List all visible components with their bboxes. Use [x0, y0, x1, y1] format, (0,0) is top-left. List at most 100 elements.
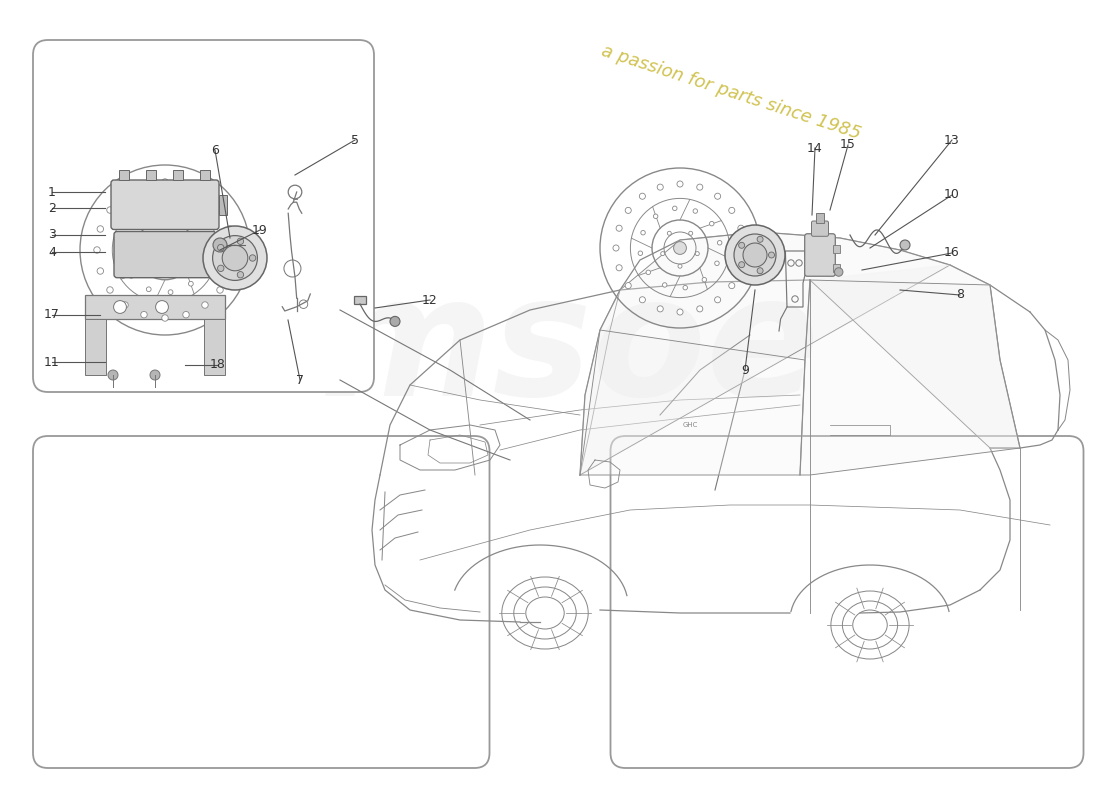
Circle shape — [144, 254, 148, 258]
Circle shape — [695, 252, 700, 256]
Circle shape — [168, 290, 173, 294]
Circle shape — [741, 245, 747, 251]
Circle shape — [162, 178, 168, 186]
Circle shape — [639, 297, 646, 303]
Circle shape — [715, 261, 719, 266]
Polygon shape — [800, 280, 1020, 475]
Circle shape — [141, 182, 147, 189]
Bar — [85, 295, 226, 319]
Circle shape — [238, 271, 243, 278]
Circle shape — [616, 265, 623, 271]
Bar — [173, 170, 183, 180]
Circle shape — [835, 268, 843, 276]
Circle shape — [661, 252, 664, 256]
Circle shape — [673, 242, 686, 254]
Circle shape — [390, 316, 400, 326]
Polygon shape — [580, 330, 805, 475]
Circle shape — [757, 236, 763, 242]
Circle shape — [613, 245, 619, 251]
FancyBboxPatch shape — [114, 231, 216, 278]
Bar — [119, 170, 129, 180]
Circle shape — [204, 226, 267, 290]
Circle shape — [693, 209, 697, 214]
Text: 17: 17 — [44, 309, 59, 322]
Circle shape — [107, 286, 113, 293]
Circle shape — [696, 306, 703, 312]
Circle shape — [725, 225, 785, 285]
Text: 2: 2 — [48, 202, 56, 214]
Circle shape — [738, 265, 744, 271]
Text: 15: 15 — [840, 138, 856, 151]
Bar — [833, 245, 839, 254]
Circle shape — [213, 238, 227, 252]
Circle shape — [678, 264, 682, 268]
Polygon shape — [580, 232, 950, 475]
Text: 18: 18 — [210, 358, 225, 371]
Text: GHC: GHC — [682, 422, 697, 428]
Circle shape — [201, 302, 208, 308]
Bar — [354, 296, 366, 304]
Circle shape — [155, 301, 168, 314]
Text: a passion for parts since 1985: a passion for parts since 1985 — [600, 42, 864, 142]
Circle shape — [662, 282, 667, 287]
Circle shape — [702, 278, 706, 282]
Circle shape — [683, 286, 688, 290]
Circle shape — [196, 222, 201, 226]
Bar — [146, 170, 156, 180]
Polygon shape — [810, 265, 1020, 448]
Circle shape — [188, 282, 194, 286]
Circle shape — [205, 242, 209, 247]
Text: 13: 13 — [944, 134, 960, 146]
Circle shape — [121, 253, 125, 258]
FancyBboxPatch shape — [805, 234, 835, 276]
Circle shape — [212, 235, 257, 280]
Circle shape — [122, 302, 129, 308]
Circle shape — [97, 226, 103, 232]
Circle shape — [742, 243, 767, 267]
Circle shape — [639, 193, 646, 199]
Circle shape — [158, 243, 172, 257]
Circle shape — [179, 208, 184, 213]
Circle shape — [136, 214, 142, 218]
Circle shape — [141, 311, 147, 318]
Circle shape — [222, 245, 248, 270]
Circle shape — [676, 309, 683, 315]
Circle shape — [739, 262, 745, 268]
Text: 5: 5 — [351, 134, 359, 146]
Bar — [833, 263, 839, 272]
Circle shape — [238, 238, 243, 245]
Bar — [204, 319, 226, 375]
Circle shape — [162, 314, 168, 322]
Circle shape — [163, 267, 167, 271]
Circle shape — [129, 274, 134, 278]
Circle shape — [676, 181, 683, 187]
Circle shape — [123, 231, 128, 236]
Circle shape — [146, 287, 151, 292]
FancyBboxPatch shape — [33, 40, 374, 392]
Circle shape — [202, 264, 207, 269]
Text: 12: 12 — [422, 294, 438, 306]
Circle shape — [218, 265, 224, 271]
Circle shape — [625, 207, 631, 214]
Circle shape — [107, 207, 113, 214]
Text: 7: 7 — [296, 374, 304, 386]
Circle shape — [227, 268, 233, 274]
FancyBboxPatch shape — [111, 180, 219, 230]
Text: 19: 19 — [252, 223, 268, 237]
Circle shape — [94, 246, 100, 254]
Text: 9: 9 — [741, 363, 749, 377]
Circle shape — [638, 251, 642, 255]
Circle shape — [757, 268, 763, 274]
Circle shape — [174, 232, 178, 237]
Circle shape — [739, 242, 745, 248]
Circle shape — [657, 306, 663, 312]
FancyBboxPatch shape — [812, 221, 828, 236]
Circle shape — [152, 232, 156, 237]
Circle shape — [717, 241, 722, 245]
Circle shape — [769, 252, 774, 258]
Circle shape — [227, 226, 233, 232]
Circle shape — [646, 270, 650, 274]
Circle shape — [625, 282, 631, 289]
Circle shape — [157, 206, 162, 210]
Circle shape — [183, 311, 189, 318]
